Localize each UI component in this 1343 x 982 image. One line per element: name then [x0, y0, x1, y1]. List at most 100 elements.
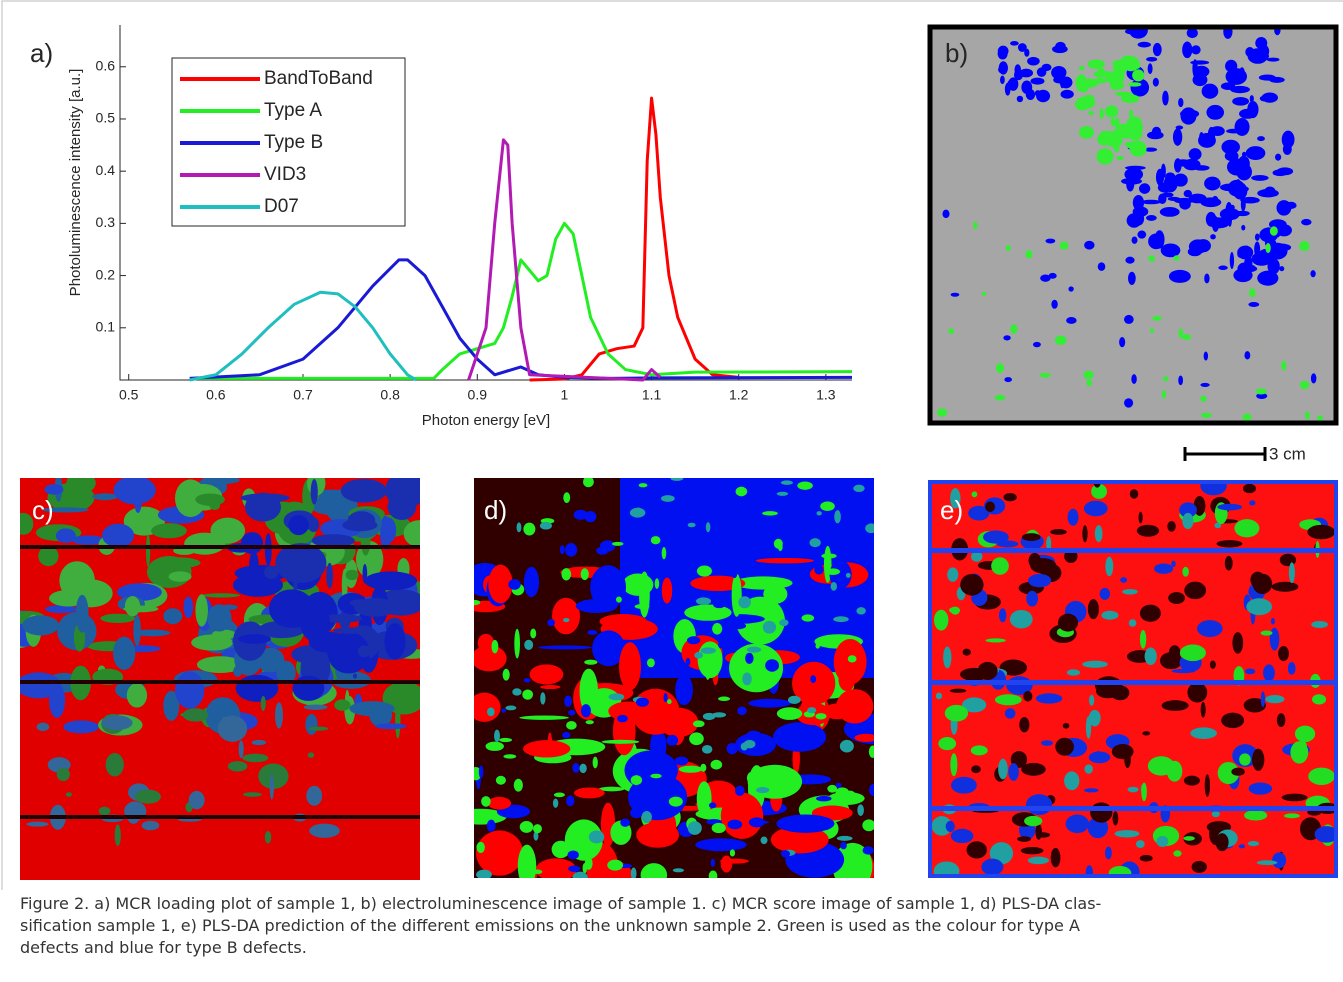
image-blob: [523, 678, 531, 683]
image-blob: [38, 545, 59, 567]
image-blob: [712, 622, 723, 635]
image-blob: [201, 593, 241, 598]
image-blob: [352, 673, 358, 679]
image-blob: [1200, 382, 1210, 387]
image-blob: [1129, 109, 1134, 118]
x-tick-label: 1.1: [642, 387, 662, 403]
image-blob: [1112, 811, 1119, 826]
image-blob: [865, 523, 874, 534]
image-blob: [735, 486, 748, 497]
image-blob: [1091, 483, 1108, 499]
image-blob: [1220, 82, 1236, 91]
image-blob: [827, 784, 838, 793]
image-blob: [1101, 610, 1119, 620]
image-blob: [1014, 64, 1022, 76]
image-blob: [133, 629, 171, 637]
image-blob: [815, 713, 827, 720]
image-blob: [746, 646, 762, 653]
image-blob: [738, 564, 755, 574]
image-blob: [587, 629, 598, 636]
image-blob: [1285, 201, 1297, 209]
image-blob: [1051, 299, 1058, 309]
image-blob: [1041, 740, 1053, 746]
image-blob: [658, 707, 699, 738]
image-blob: [269, 773, 274, 800]
image-blob: [1099, 587, 1111, 600]
image-blob: [981, 858, 1004, 876]
image-blob: [1021, 762, 1046, 776]
image-blob: [674, 501, 690, 506]
image-blob: [1004, 82, 1011, 96]
image-blob: [1084, 788, 1099, 793]
image-blob: [36, 722, 50, 732]
image-blob: [569, 839, 574, 846]
image-blob: [1019, 716, 1030, 733]
image-blob: [834, 510, 841, 524]
image-blob: [1217, 503, 1243, 511]
image-blob: [311, 534, 355, 548]
image-blob: [221, 716, 228, 732]
image-blob: [948, 328, 955, 335]
image-blob: [188, 790, 205, 810]
caption-line: defects and blue for type B defects.: [20, 938, 307, 957]
image-blob: [1175, 125, 1184, 130]
image-blob: [195, 493, 225, 506]
image-blob: [748, 698, 792, 708]
image-blob: [1152, 77, 1159, 87]
x-tick-label: 1.3: [816, 387, 836, 403]
image-blob: [523, 566, 540, 598]
image-blob: [973, 221, 978, 230]
image-blob: [1079, 126, 1094, 139]
image-blob: [512, 688, 522, 696]
image-blob: [307, 752, 315, 758]
image-blob: [1137, 41, 1151, 48]
image-blob: [553, 792, 565, 798]
image-blob: [476, 830, 524, 876]
image-blob: [1152, 42, 1162, 57]
image-blob: [1221, 712, 1245, 729]
image-blob: [1126, 141, 1143, 150]
image-blob: [663, 692, 668, 703]
image-blob: [1035, 823, 1042, 840]
image-blob: [260, 695, 266, 711]
image-blob: [933, 861, 960, 878]
image-blob: [1084, 240, 1095, 250]
panel-e-image: [928, 480, 1338, 878]
image-blob: [1245, 47, 1255, 57]
image-blob: [522, 689, 534, 700]
image-blob: [718, 696, 731, 701]
image-blob: [562, 731, 571, 739]
image-blob: [1154, 563, 1174, 574]
image-blob: [705, 667, 711, 680]
image-blob: [481, 796, 491, 807]
image-blob: [1086, 379, 1093, 387]
image-blob: [949, 688, 967, 693]
image-blob: [797, 481, 813, 490]
image-blob: [1210, 126, 1225, 136]
image-blob: [820, 501, 835, 512]
image-blob: [931, 816, 952, 836]
image-blob: [195, 594, 208, 627]
image-blob: [760, 836, 768, 845]
image-blob: [1046, 536, 1052, 552]
image-blob: [662, 624, 674, 635]
image-blob: [945, 820, 955, 833]
image-blob: [1099, 130, 1114, 139]
image-blob: [1008, 77, 1019, 91]
image-blob: [357, 645, 371, 658]
image-blob: [1204, 774, 1211, 797]
image-blob: [1088, 110, 1094, 116]
image-blob: [1062, 722, 1070, 729]
image-blob: [854, 733, 874, 742]
image-blob: [1190, 727, 1217, 739]
image-blob: [533, 824, 542, 834]
image-blob: [1050, 847, 1061, 868]
image-blob: [1178, 328, 1184, 339]
image-blob: [1097, 262, 1106, 271]
image-blob: [1087, 59, 1105, 69]
image-blob: [559, 544, 565, 555]
image-blob: [1045, 238, 1056, 244]
image-blob: [102, 523, 135, 548]
image-blob: [970, 745, 988, 756]
image-blob: [816, 511, 822, 516]
